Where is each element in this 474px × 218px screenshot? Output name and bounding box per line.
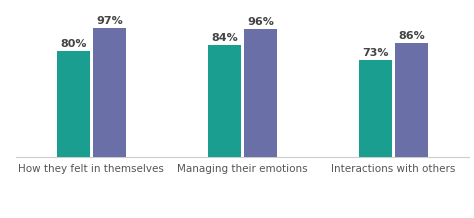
Bar — [359, 60, 392, 157]
Bar — [93, 28, 126, 157]
Text: 96%: 96% — [247, 17, 274, 27]
Bar — [208, 45, 241, 157]
Bar — [57, 51, 90, 157]
Text: 86%: 86% — [398, 31, 425, 41]
Text: 97%: 97% — [96, 16, 123, 26]
Bar — [395, 43, 428, 157]
Text: 84%: 84% — [211, 33, 237, 43]
Bar — [244, 29, 277, 157]
Text: 80%: 80% — [60, 39, 87, 49]
Text: 73%: 73% — [362, 48, 389, 58]
